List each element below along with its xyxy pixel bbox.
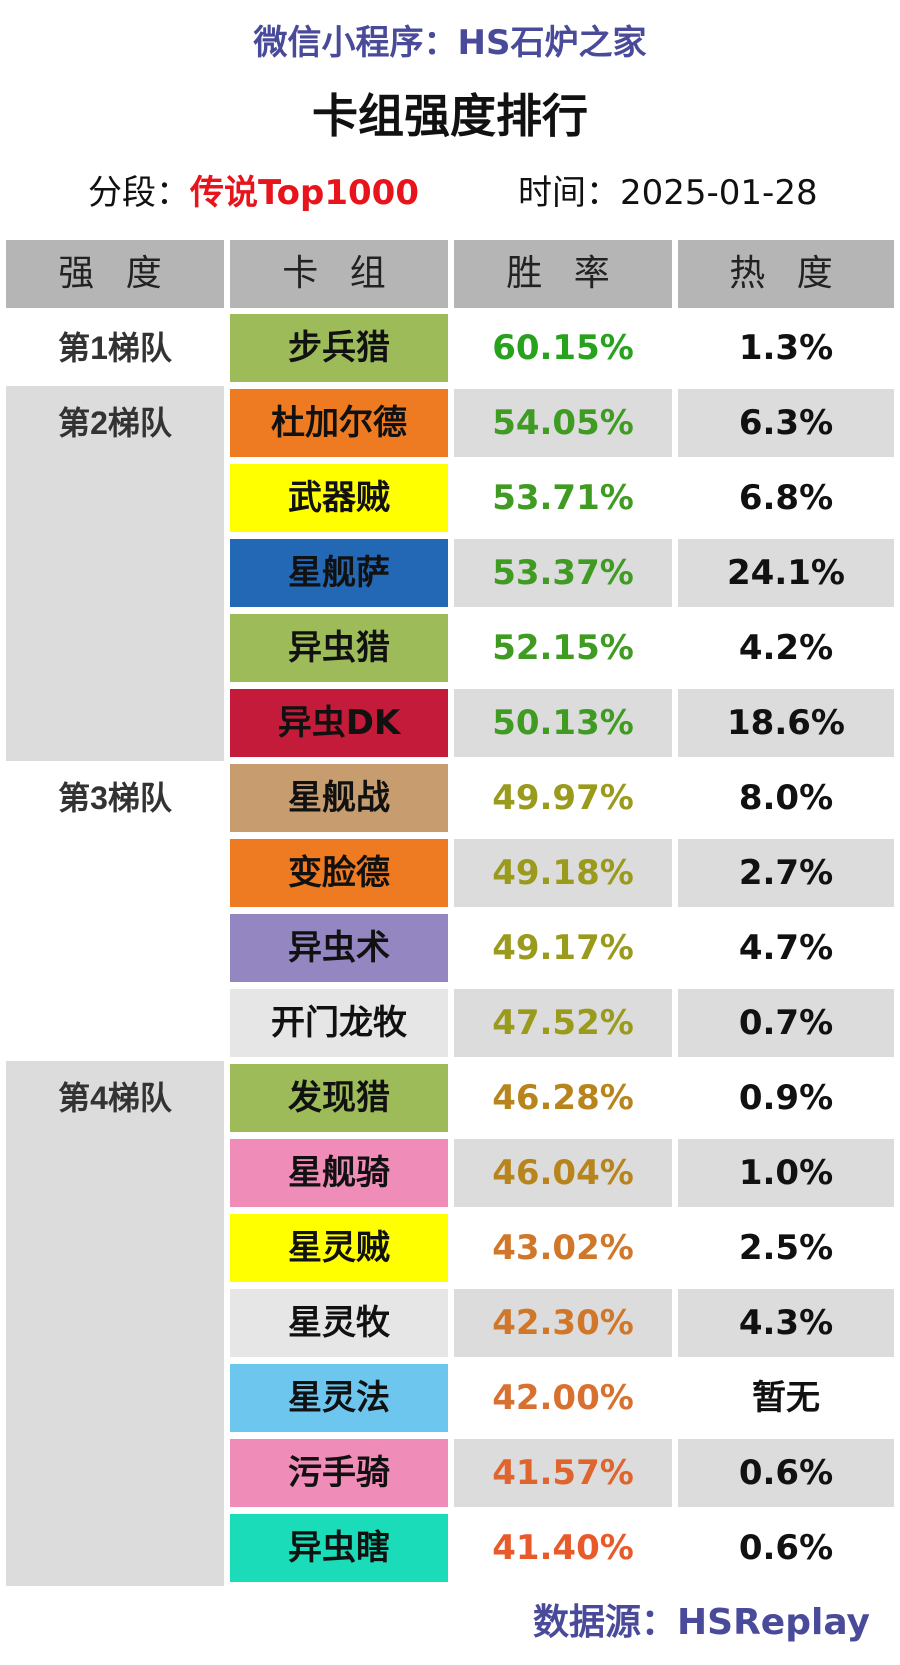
table-row: 步兵猎 60.15% 1.3% bbox=[0, 314, 900, 382]
table-row: 星灵贼 43.02% 2.5% bbox=[0, 1214, 900, 1282]
deck-name: 星灵法 bbox=[230, 1364, 448, 1432]
table-row: 污手骑 41.57% 0.6% bbox=[0, 1439, 900, 1507]
deck-winrate: 53.37% bbox=[454, 539, 672, 607]
deck-winrate: 43.02% bbox=[492, 1228, 634, 1268]
time-info: 时间：2025-01-28 bbox=[518, 168, 818, 218]
table-row: 星灵法 42.00% 暂无 bbox=[0, 1364, 900, 1432]
deck-name: 发现猎 bbox=[230, 1064, 448, 1132]
deck-name: 武器贼 bbox=[230, 464, 448, 532]
deck-name: 异虫DK bbox=[230, 689, 448, 757]
deck-winrate: 47.52% bbox=[454, 989, 672, 1057]
time-label: 时间： bbox=[518, 173, 620, 213]
header-deck: 卡 组 bbox=[230, 240, 448, 308]
deck-name: 污手骑 bbox=[230, 1439, 448, 1507]
data-source: 数据源：HSReplay bbox=[533, 1602, 870, 1643]
deck-popularity: 暂无 bbox=[752, 1378, 820, 1418]
deck-popularity: 2.7% bbox=[678, 839, 894, 907]
tier-background bbox=[6, 386, 224, 761]
tier-label: 第2梯队 bbox=[58, 405, 172, 441]
table-row: 武器贼 53.71% 6.8% bbox=[0, 464, 900, 532]
segment-label: 分段： bbox=[88, 173, 190, 213]
deck-name: 杜加尔德 bbox=[230, 389, 448, 457]
table-row: 异虫DK 50.13% 18.6% bbox=[0, 689, 900, 757]
deck-popularity: 4.2% bbox=[738, 628, 834, 668]
deck-popularity: 8.0% bbox=[738, 778, 834, 818]
table-row: 星舰萨 53.37% 24.1% bbox=[0, 539, 900, 607]
table-row: 星灵牧 42.30% 4.3% bbox=[0, 1289, 900, 1357]
table-row: 杜加尔德 54.05% 6.3% bbox=[0, 389, 900, 457]
deck-winrate: 46.28% bbox=[492, 1078, 634, 1118]
deck-winrate: 42.00% bbox=[492, 1378, 634, 1418]
deck-winrate: 53.71% bbox=[492, 478, 634, 518]
deck-name: 异虫术 bbox=[230, 914, 448, 982]
table-row: 变脸德 49.18% 2.7% bbox=[0, 839, 900, 907]
deck-popularity: 0.9% bbox=[738, 1078, 834, 1118]
deck-winrate: 60.15% bbox=[492, 328, 634, 368]
time-value: 2025-01-28 bbox=[620, 173, 818, 213]
table-row: 异虫瞎 41.40% 0.6% bbox=[0, 1514, 900, 1582]
deck-name: 星灵贼 bbox=[230, 1214, 448, 1282]
header-tier: 强 度 bbox=[6, 240, 224, 308]
deck-popularity: 0.6% bbox=[738, 1528, 834, 1568]
table-row: 异虫术 49.17% 4.7% bbox=[0, 914, 900, 982]
deck-winrate: 41.57% bbox=[454, 1439, 672, 1507]
header-popularity: 热 度 bbox=[678, 240, 894, 308]
table-row: 星舰战 49.97% 8.0% bbox=[0, 764, 900, 832]
deck-winrate: 49.97% bbox=[492, 778, 634, 818]
tier-label: 第1梯队 bbox=[58, 330, 172, 366]
segment-value: 传说Top1000 bbox=[190, 173, 420, 213]
deck-winrate: 52.15% bbox=[492, 628, 634, 668]
segment-info: 分段：传说Top1000 bbox=[88, 168, 419, 218]
deck-name: 星舰骑 bbox=[230, 1139, 448, 1207]
deck-name: 开门龙牧 bbox=[230, 989, 448, 1057]
deck-name: 星灵牧 bbox=[230, 1289, 448, 1357]
deck-popularity: 1.0% bbox=[678, 1139, 894, 1207]
deck-winrate: 54.05% bbox=[454, 389, 672, 457]
deck-winrate: 49.18% bbox=[454, 839, 672, 907]
deck-winrate: 46.04% bbox=[454, 1139, 672, 1207]
deck-name: 异虫瞎 bbox=[230, 1514, 448, 1582]
deck-name: 星舰萨 bbox=[230, 539, 448, 607]
deck-popularity: 0.7% bbox=[678, 989, 894, 1057]
deck-popularity: 2.5% bbox=[738, 1228, 834, 1268]
table-row: 开门龙牧 47.52% 0.7% bbox=[0, 989, 900, 1057]
deck-popularity: 0.6% bbox=[678, 1439, 894, 1507]
deck-popularity: 24.1% bbox=[678, 539, 894, 607]
deck-winrate: 41.40% bbox=[492, 1528, 634, 1568]
page-title: 卡组强度排行 bbox=[312, 89, 588, 143]
deck-popularity: 18.6% bbox=[678, 689, 894, 757]
deck-name: 星舰战 bbox=[230, 764, 448, 832]
deck-popularity: 4.7% bbox=[738, 928, 834, 968]
deck-winrate: 49.17% bbox=[492, 928, 634, 968]
tier-background bbox=[6, 1061, 224, 1586]
deck-name: 异虫猎 bbox=[230, 614, 448, 682]
deck-name: 步兵猎 bbox=[230, 314, 448, 382]
tier-label: 第4梯队 bbox=[58, 1080, 172, 1116]
deck-popularity: 6.3% bbox=[678, 389, 894, 457]
table-row: 发现猎 46.28% 0.9% bbox=[0, 1064, 900, 1132]
tier-label: 第3梯队 bbox=[58, 780, 172, 816]
header-winrate: 胜 率 bbox=[454, 240, 672, 308]
table-row: 异虫猎 52.15% 4.2% bbox=[0, 614, 900, 682]
deck-winrate: 50.13% bbox=[454, 689, 672, 757]
deck-popularity: 1.3% bbox=[738, 328, 834, 368]
deck-popularity: 6.8% bbox=[738, 478, 834, 518]
deck-popularity: 4.3% bbox=[678, 1289, 894, 1357]
deck-winrate: 42.30% bbox=[454, 1289, 672, 1357]
table-row: 星舰骑 46.04% 1.0% bbox=[0, 1139, 900, 1207]
app-subtitle: 微信小程序：HS石炉之家 bbox=[253, 23, 647, 63]
deck-name: 变脸德 bbox=[230, 839, 448, 907]
